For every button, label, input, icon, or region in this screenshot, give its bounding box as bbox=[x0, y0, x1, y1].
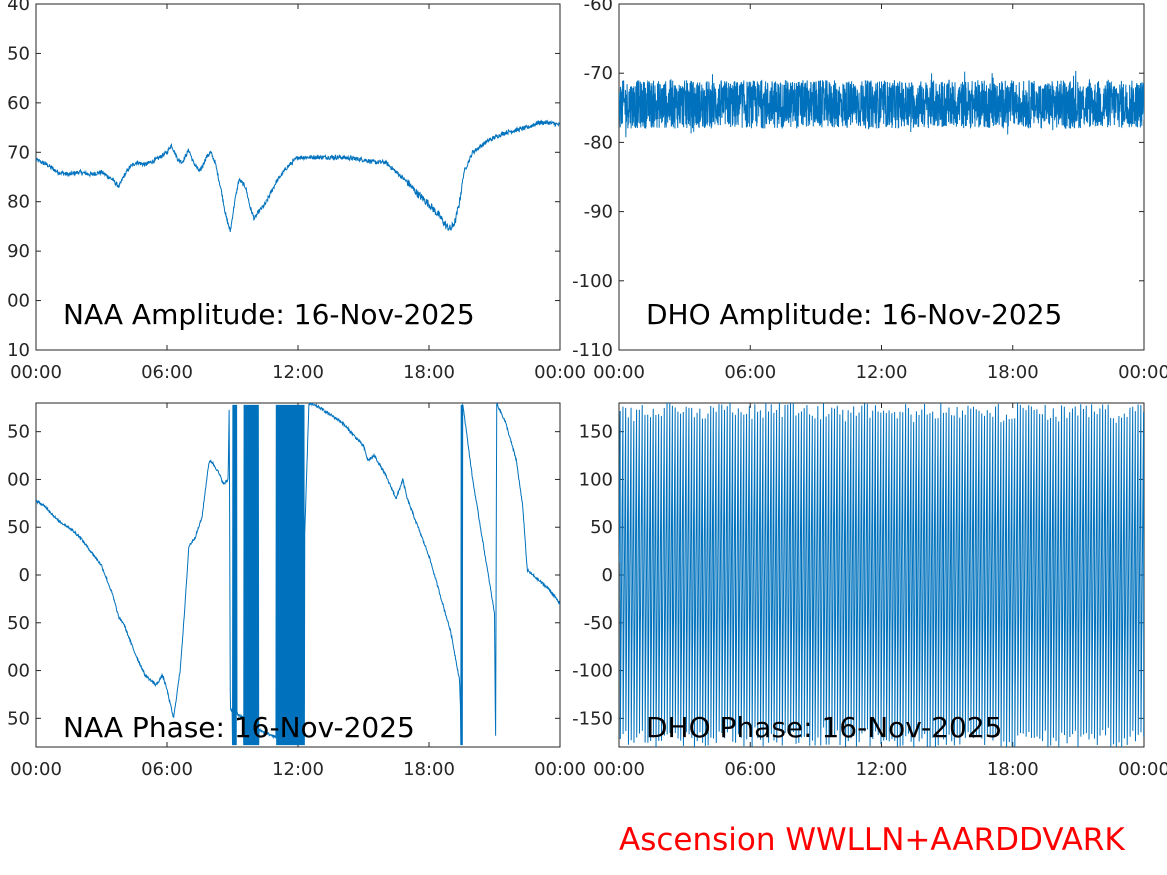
y-tick-label: 90 bbox=[7, 241, 30, 262]
panel-title: NAA Phase: 16-Nov-2025 bbox=[63, 711, 415, 744]
y-tick-label: 80 bbox=[7, 192, 30, 213]
y-tick-label: -150 bbox=[572, 708, 613, 729]
x-tick-label: 06:00 bbox=[724, 759, 776, 780]
y-tick-label: 50 bbox=[7, 708, 30, 729]
x-tick-label: 00:00 bbox=[534, 759, 586, 780]
x-tick-label: 00:00 bbox=[534, 362, 586, 383]
y-tick-label: 60 bbox=[7, 93, 30, 114]
x-tick-label: 12:00 bbox=[272, 759, 324, 780]
x-tick-label: 00:00 bbox=[1118, 362, 1167, 383]
y-tick-label: 40 bbox=[7, 0, 30, 15]
x-tick-label: 12:00 bbox=[856, 759, 908, 780]
series-line bbox=[36, 403, 560, 746]
y-tick-label: 0 bbox=[602, 565, 613, 586]
x-tick-label: 12:00 bbox=[856, 362, 908, 383]
y-tick-label: 50 bbox=[7, 613, 30, 634]
x-tick-label: 18:00 bbox=[403, 362, 455, 383]
y-tick-label: 70 bbox=[7, 142, 30, 163]
station-footer: Ascension WWLLN+AARDDVARK bbox=[619, 822, 1125, 858]
y-tick-label: 0 bbox=[19, 565, 30, 586]
x-tick-label: 00:00 bbox=[10, 759, 62, 780]
y-tick-label: -90 bbox=[584, 202, 613, 223]
x-tick-label: 06:00 bbox=[141, 759, 193, 780]
y-tick-label: 50 bbox=[7, 517, 30, 538]
y-tick-label: -110 bbox=[572, 340, 613, 361]
series-line bbox=[619, 403, 1144, 747]
panel-title: NAA Amplitude: 16-Nov-2025 bbox=[63, 298, 475, 331]
y-tick-label: 50 bbox=[590, 517, 613, 538]
panel-dho-phase: 00:00 06:00 12:00 18:00 00:00 150 100 50 0 -50 -10… bbox=[572, 402, 1167, 780]
y-tick-label: 00 bbox=[7, 291, 30, 312]
y-tick-label: 50 bbox=[7, 422, 30, 443]
x-tick-label: 00:00 bbox=[593, 362, 645, 383]
y-tick-label: -100 bbox=[572, 271, 613, 292]
y-tick-label: -70 bbox=[584, 63, 613, 84]
x-tick-label: 00:00 bbox=[10, 362, 62, 383]
x-tick-label: 00:00 bbox=[1118, 759, 1167, 780]
panel-naa-phase: 00:00 06:00 12:00 18:00 00:00 50 00 50 0 50 00 50 NA… bbox=[7, 402, 586, 780]
x-tick-label: 00:00 bbox=[593, 759, 645, 780]
series-line bbox=[36, 119, 560, 233]
x-tick-label: 18:00 bbox=[987, 362, 1039, 383]
x-tick-label: 12:00 bbox=[272, 362, 324, 383]
y-tick-label: -60 bbox=[584, 0, 613, 15]
y-tick-label: -50 bbox=[584, 613, 613, 634]
x-tick-label: 18:00 bbox=[987, 759, 1039, 780]
y-tick-label: 100 bbox=[579, 469, 613, 490]
y-tick-label: 00 bbox=[7, 469, 30, 490]
panel-dho-amplitude: 00:00 06:00 12:00 18:00 00:00 -60 -70 -80 -90 -10… bbox=[572, 0, 1167, 383]
y-tick-label: 10 bbox=[7, 340, 30, 361]
y-tick-label: -100 bbox=[572, 661, 613, 682]
y-tick-label: 150 bbox=[579, 422, 613, 443]
panel-title: DHO Phase: 16-Nov-2025 bbox=[646, 711, 1002, 744]
y-tick-label: 50 bbox=[7, 43, 30, 64]
x-tick-label: 18:00 bbox=[403, 759, 455, 780]
x-tick-label: 06:00 bbox=[724, 362, 776, 383]
panel-naa-amplitude: 00:00 06:00 12:00 18:00 00:00 40 50 60 70 80 90 00 1… bbox=[7, 0, 586, 383]
series-line bbox=[619, 71, 1144, 138]
y-tick-label: -80 bbox=[584, 132, 613, 153]
panel-title: DHO Amplitude: 16-Nov-2025 bbox=[646, 298, 1062, 331]
x-tick-label: 06:00 bbox=[141, 362, 193, 383]
y-tick-label: 00 bbox=[7, 661, 30, 682]
